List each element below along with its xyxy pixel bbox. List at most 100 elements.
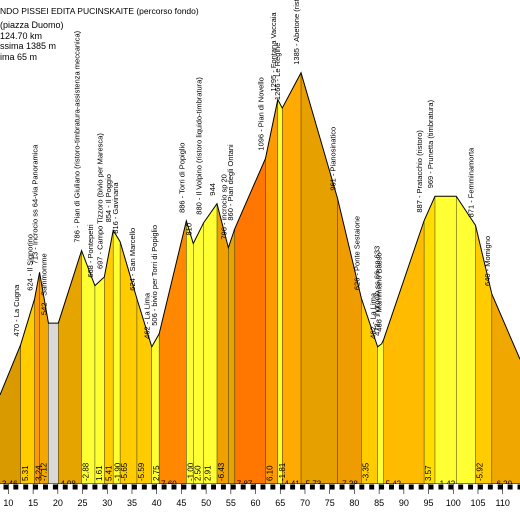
profile-segment-23 bbox=[301, 72, 338, 484]
grade-label-20: 6.10 bbox=[266, 465, 275, 481]
profile-segment-28 bbox=[424, 196, 435, 484]
distance-band-block bbox=[379, 484, 385, 490]
x-tick-label-8: 50 bbox=[201, 498, 211, 508]
profile-segment-19 bbox=[234, 158, 266, 485]
x-tick-label-12: 70 bbox=[300, 498, 310, 508]
waypoint-label-27: 887 - Pratacchio (ristoro) bbox=[415, 130, 424, 213]
profile-segment-22 bbox=[282, 72, 302, 484]
profile-segment-16 bbox=[203, 203, 217, 484]
distance-band-block bbox=[191, 484, 197, 490]
grade-label-14: -1.00 bbox=[186, 462, 195, 481]
min-altitude: ima 65 m bbox=[0, 51, 38, 62]
grade-label-7: 1.61 bbox=[95, 465, 104, 481]
x-tick-label-14: 80 bbox=[349, 498, 359, 508]
waypoint-label-11: 506 - bivio per Torri di Popiglio bbox=[150, 225, 159, 326]
x-tick-label-0: 10 bbox=[3, 498, 13, 508]
waypoint-label-8: 816 - Gavinana bbox=[111, 182, 120, 234]
max-altitude: ssima 1385 m bbox=[0, 41, 57, 51]
waypoint-label-1: 624 - Il Signorino bbox=[26, 234, 35, 291]
x-tick-label-13: 75 bbox=[325, 498, 335, 508]
distance-band-block bbox=[349, 484, 355, 490]
distance-band-block bbox=[339, 484, 345, 490]
profile-segment-4 bbox=[48, 323, 59, 484]
grade-label-28: 3.57 bbox=[424, 465, 433, 481]
distance-band-block bbox=[240, 484, 246, 490]
distance-band-block bbox=[82, 484, 88, 490]
x-tick-label-17: 95 bbox=[424, 498, 434, 508]
distance-band-block bbox=[112, 484, 118, 490]
distance-band-block bbox=[438, 484, 444, 490]
profile-segment-27 bbox=[383, 220, 425, 485]
distance-band bbox=[0, 484, 520, 490]
profile-segment-26 bbox=[377, 339, 384, 484]
profile-segment-17 bbox=[216, 203, 229, 484]
grade-label-12: 2.75 bbox=[152, 465, 161, 481]
grade-label-11: -5.59 bbox=[137, 462, 146, 481]
grade-label-9: -1.90 bbox=[113, 462, 122, 481]
distance-band-block bbox=[102, 484, 108, 490]
distance-band-block bbox=[309, 484, 315, 490]
total-distance: 124.70 km bbox=[0, 30, 43, 41]
distance-band-block bbox=[141, 484, 147, 490]
x-tick-label-19: 105 bbox=[470, 498, 485, 508]
profile-outline-group bbox=[0, 71, 520, 484]
waypoint-label-26: 486 - Mammiano Basso bbox=[375, 252, 384, 331]
profile-segment-20 bbox=[265, 99, 278, 485]
grade-label-10: -5.65 bbox=[120, 462, 129, 481]
distance-band-block bbox=[398, 484, 404, 490]
x-axis: 10 15 20 25 30 35 40 45 50 55 60 65 70 75 80 85 90 95 100 1… bbox=[0, 483, 520, 508]
waypoint-label-0: 470 - La Cugna bbox=[12, 284, 21, 337]
start-place: (piazza Duomo) bbox=[0, 20, 64, 30]
profile-segment-15 bbox=[193, 222, 204, 484]
x-tick-label-1: 15 bbox=[28, 498, 38, 508]
distance-band-block bbox=[329, 484, 335, 490]
profile-segment-10 bbox=[120, 241, 137, 484]
distance-band-block bbox=[13, 484, 19, 490]
x-tick-label-2: 20 bbox=[53, 498, 63, 508]
distance-band-block bbox=[92, 484, 98, 490]
profile-segment-30 bbox=[456, 196, 476, 484]
waypoint-label-23: 626 - Ponte Sestaione bbox=[352, 216, 361, 290]
profile-segment-6 bbox=[81, 250, 95, 484]
waypoint-label-4: 786 - Pian di Giuliano (ristoro-timbratu… bbox=[73, 30, 82, 242]
waypoint-label-10: 462 - La Lima bbox=[143, 292, 152, 339]
distance-band-block bbox=[428, 484, 434, 490]
profile-segment-8 bbox=[104, 230, 114, 484]
waypoint-label-30: 640 - Momigno bbox=[483, 236, 492, 286]
profile-segment-32 bbox=[491, 293, 520, 484]
distance-band-block bbox=[517, 484, 520, 490]
distance-band-block bbox=[497, 484, 503, 490]
waypoint-label-13: 810 bbox=[184, 223, 193, 236]
distance-band-block bbox=[280, 484, 286, 490]
profile-areas bbox=[0, 72, 520, 485]
waypoint-label-20: 1266 - Le Regine bbox=[273, 43, 282, 101]
waypoint-label-2: 713 - Incrocio ss 64-via Panoramica bbox=[31, 144, 40, 264]
x-tick-label-6: 40 bbox=[152, 498, 162, 508]
distance-band-block bbox=[220, 484, 226, 490]
distance-band-block bbox=[122, 484, 128, 490]
x-tick-label-18: 100 bbox=[446, 498, 461, 508]
distance-band-block bbox=[131, 484, 137, 490]
profile-segment-18 bbox=[228, 228, 235, 484]
profile-segment-2 bbox=[34, 272, 40, 484]
profile-segment-9 bbox=[113, 230, 121, 484]
distance-band-block bbox=[458, 484, 464, 490]
grade-label-6: -2.88 bbox=[82, 462, 91, 481]
distance-band-block bbox=[72, 484, 78, 490]
profile-segment-29 bbox=[434, 196, 457, 484]
x-tick-label-7: 45 bbox=[176, 498, 186, 508]
x-tick-label-9: 55 bbox=[226, 498, 236, 508]
x-tick-label-5: 35 bbox=[127, 498, 137, 508]
waypoint-label-16: 796 - incrocio sp 20 bbox=[219, 174, 228, 239]
distance-band-block bbox=[211, 484, 217, 490]
waypoint-label-18: 1096 - Pian di Novello bbox=[256, 77, 265, 150]
distance-band-block bbox=[201, 484, 207, 490]
distance-band-block bbox=[290, 484, 296, 490]
waypoint-label-19: 1295 - Fontana Vaccaia bbox=[269, 12, 278, 92]
distance-band-block bbox=[260, 484, 266, 490]
distance-band-block bbox=[359, 484, 365, 490]
distance-band-block bbox=[300, 484, 305, 490]
waypoint-label-5: 668 - Pontepetri bbox=[86, 224, 95, 278]
waypoint-label-7: 854 - Il Poggio bbox=[104, 174, 113, 222]
